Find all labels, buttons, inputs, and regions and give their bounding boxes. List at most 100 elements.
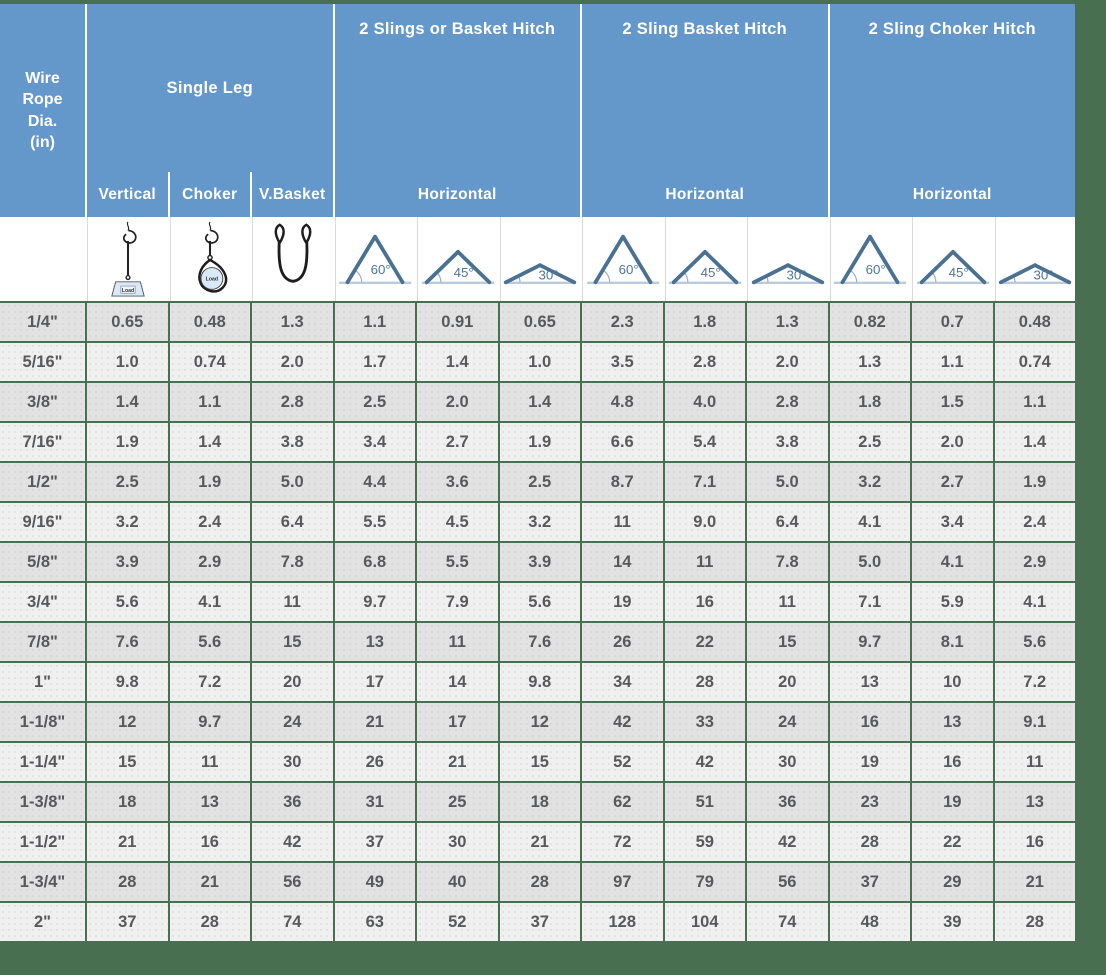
wire-rope-dia-header: Wire Rope Dia. (in) <box>0 4 85 217</box>
value-cell: 0.91 <box>417 303 498 341</box>
angle-30-icon: 30° <box>499 217 580 301</box>
value-cell: 42 <box>582 703 663 741</box>
value-cell: 16 <box>994 823 1075 861</box>
table-row: 9/16" 3.2 2.4 6.4 5.5 4.5 3.2 11 9.0 6.4 4.1 3.4 2.4 <box>0 503 1075 541</box>
dia-cell: 1-3/8" <box>0 783 85 821</box>
value-cell: 5.0 <box>829 543 910 581</box>
dia-cell: 1-1/2" <box>0 823 85 861</box>
value-cell: 1.7 <box>334 343 415 381</box>
value-cell: 15 <box>87 743 168 781</box>
value-cell: 5.5 <box>417 543 498 581</box>
value-cell: 22 <box>912 823 993 861</box>
value-cell: 13 <box>829 663 910 701</box>
value-cell: 29 <box>912 863 993 901</box>
value-cell: 1.3 <box>747 303 828 341</box>
angle-30-icon: 30° <box>994 217 1075 301</box>
value-cell: 42 <box>252 823 333 861</box>
dia-cell: 7/16" <box>0 423 85 461</box>
value-cell: 19 <box>829 743 910 781</box>
dia-cell: 1-1/4" <box>0 743 85 781</box>
value-cell: 3.2 <box>829 463 910 501</box>
value-cell: 0.82 <box>829 303 910 341</box>
svg-text:30°: 30° <box>786 267 806 282</box>
subheader-horizontal: Horizontal <box>665 186 745 203</box>
value-cell: 5.6 <box>87 583 168 621</box>
dia-header-line: Wire <box>25 70 60 88</box>
table-row: 1-1/8" 12 9.7 24 21 17 12 42 33 24 16 13 9.1 <box>0 703 1075 741</box>
table-row: 3/8" 1.4 1.1 2.8 2.5 2.0 1.4 4.8 4.0 2.8 1.8 1.5 1.1 <box>0 383 1075 421</box>
group-header-2sling-choker-hitch: 2 Sling Choker Hitch Horizontal <box>829 4 1075 217</box>
subheader-choker: Choker <box>169 172 250 217</box>
svg-text:45°: 45° <box>701 265 721 280</box>
value-cell: 30 <box>252 743 333 781</box>
dia-cell: 1-3/4" <box>0 863 85 901</box>
subheader-vbasket: V.Basket <box>252 172 333 217</box>
value-cell: 2.8 <box>664 343 745 381</box>
value-cell: 56 <box>747 863 828 901</box>
value-cell: 28 <box>829 823 910 861</box>
table-body: 1/4" 0.65 0.48 1.3 1.1 0.91 0.65 2.3 1.8 1.3 0.82 0… <box>0 303 1075 941</box>
value-cell: 19 <box>582 583 663 621</box>
dia-cell: 1-1/8" <box>0 703 85 741</box>
blank-cell <box>0 217 85 301</box>
value-cell: 28 <box>994 903 1075 941</box>
value-cell: 1.4 <box>994 423 1075 461</box>
vertical-sling-icon: Load <box>87 217 168 301</box>
dia-header-line: Dia. <box>27 112 58 130</box>
dia-cell: 3/8" <box>0 383 85 421</box>
value-cell: 48 <box>829 903 910 941</box>
vertical-basket-sling-icon <box>252 217 333 301</box>
angle-45-icon: 45° <box>912 217 993 301</box>
value-cell: 72 <box>582 823 663 861</box>
value-cell: 24 <box>252 703 333 741</box>
value-cell: 2.5 <box>829 423 910 461</box>
svg-text:45°: 45° <box>948 265 968 280</box>
value-cell: 4.1 <box>912 543 993 581</box>
value-cell: 39 <box>912 903 993 941</box>
value-cell: 0.7 <box>912 303 993 341</box>
value-cell: 16 <box>912 743 993 781</box>
group-title: 2 Sling Basket Hitch <box>622 20 788 38</box>
table-row: 1-3/8" 18 13 36 31 25 18 62 51 36 23 19 13 <box>0 783 1075 821</box>
value-cell: 5.0 <box>747 463 828 501</box>
value-cell: 37 <box>499 903 580 941</box>
value-cell: 0.48 <box>169 303 250 341</box>
value-cell: 12 <box>499 703 580 741</box>
value-cell: 22 <box>664 623 745 661</box>
value-cell: 3.8 <box>252 423 333 461</box>
value-cell: 5.6 <box>499 583 580 621</box>
table-row: 1-1/4" 15 11 30 26 21 15 52 42 30 19 16 11 <box>0 743 1075 781</box>
value-cell: 1.8 <box>829 383 910 421</box>
dia-cell: 7/8" <box>0 623 85 661</box>
dia-cell: 9/16" <box>0 503 85 541</box>
value-cell: 9.7 <box>334 583 415 621</box>
value-cell: 74 <box>252 903 333 941</box>
value-cell: 1.9 <box>994 463 1075 501</box>
value-cell: 36 <box>747 783 828 821</box>
value-cell: 9.7 <box>829 623 910 661</box>
value-cell: 1.1 <box>334 303 415 341</box>
value-cell: 74 <box>747 903 828 941</box>
value-cell: 2.5 <box>87 463 168 501</box>
value-cell: 9.7 <box>169 703 250 741</box>
value-cell: 0.74 <box>994 343 1075 381</box>
value-cell: 2.8 <box>747 383 828 421</box>
value-cell: 2.0 <box>417 383 498 421</box>
value-cell: 2.4 <box>994 503 1075 541</box>
value-cell: 51 <box>664 783 745 821</box>
value-cell: 0.74 <box>169 343 250 381</box>
svg-text:60°: 60° <box>371 261 391 276</box>
angle-30-icon: 30° <box>747 217 828 301</box>
value-cell: 3.9 <box>87 543 168 581</box>
table-row: 1-1/2" 21 16 42 37 30 21 72 59 42 28 22 16 <box>0 823 1075 861</box>
angle-60-icon: 60° <box>334 217 415 301</box>
table-header: Wire Rope Dia. (in) Single Leg Vertical … <box>0 4 1075 217</box>
value-cell: 1.4 <box>417 343 498 381</box>
value-cell: 6.8 <box>334 543 415 581</box>
value-cell: 11 <box>994 743 1075 781</box>
value-cell: 49 <box>334 863 415 901</box>
value-cell: 18 <box>87 783 168 821</box>
subheader-horizontal: Horizontal <box>912 186 992 203</box>
table-row: 1/4" 0.65 0.48 1.3 1.1 0.91 0.65 2.3 1.8 1.3 0.82 0… <box>0 303 1075 341</box>
dia-cell: 3/4" <box>0 583 85 621</box>
